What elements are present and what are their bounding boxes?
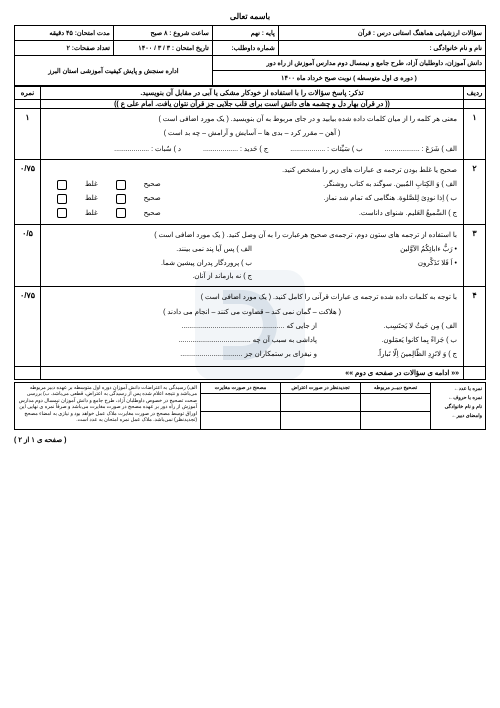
ft-num-lbl: نمره با عدد←: [434, 385, 482, 394]
hdr-org: اداره سنجش و پایش کیفیت آموزشی استان الب…: [15, 56, 213, 86]
q2-b-sahih-box[interactable]: [116, 194, 126, 204]
ft-h1: تصحیح دبیــر مربوطه: [361, 382, 431, 393]
q3-num: ۳: [464, 225, 486, 287]
q2-a: الف ) وَ الکِتابِ المُبین. سوگند به کتاب…: [47, 178, 457, 191]
q4-b-trans: پاداشی به سبب آن چه ....................…: [47, 334, 317, 347]
q2-sahih-lbl3: صحیح: [144, 207, 161, 220]
questions-table: ردیف تذکر: پاسخ سؤالات را با استفاده از …: [14, 86, 486, 380]
ft-sign-lbl2: وامضای دبیر←: [434, 412, 482, 421]
hadith-num: [464, 100, 486, 109]
q1-row: ۱ معنی هر کلمه را از میان کلمات داده شده…: [15, 109, 486, 160]
q4-text: با توجه به کلمات داده شده ترجمه ی عبارات…: [47, 291, 457, 304]
ft-word-lbl: نمره با حروف←: [434, 394, 482, 403]
q2-text: صحیح یا غلط بودن ترجمه ی عبارات های زیر …: [47, 164, 457, 177]
bismillah: باسمه تعالی: [14, 12, 486, 21]
q4-score: ۰/۷۵: [15, 287, 41, 366]
q2-score: ۰/۷۵: [15, 159, 41, 224]
q2-sahih-lbl: صحیح: [144, 178, 161, 191]
q2-a-sahih-box[interactable]: [116, 180, 126, 190]
ft-cell-4: [361, 411, 431, 429]
hdr-candidate: شماره داوطلب:: [212, 41, 278, 56]
q2-c: ج ) السَّمیعُ العَلیم. شنوای داناست. صحی…: [47, 207, 457, 220]
q3-r2a: • اَ فَلا تَذَکَّرون: [252, 257, 457, 270]
q1-opt-c: ج ) حَدید : ..................: [203, 143, 268, 156]
q2-body: صحیح یا غلط بودن ترجمه ی عبارات های زیر …: [41, 159, 464, 224]
footer-table: نمره با عدد← نمره با حروف← نام و نام خان…: [14, 382, 486, 430]
q3-body: با استفاده از ترجمه های ستون دوم، ترجمه‌…: [41, 225, 464, 287]
continue-num: [464, 366, 486, 379]
hdr-grade: پایه : نهم: [212, 26, 278, 41]
q2-b: ب ) اِذا نودِیَ لِلصَّلوة. هنگامی که تما…: [47, 192, 457, 205]
q2-ghalat-lbl2: غلط: [85, 192, 98, 205]
q4-a-arabic: الف ) مِن حَیثُ لا یَحتَسِب.: [317, 320, 457, 333]
q4-a-trans: از جایی که .............................…: [47, 320, 317, 333]
q4-bank: ( هلاکت – گمان نمی کند – قضاوت می کنند –…: [47, 306, 457, 319]
q1-body: معنی هر کلمه را از میان کلمات داده شده ب…: [41, 109, 464, 160]
ft-cell-1: [361, 393, 431, 411]
q2-c-text: ج ) السَّمیعُ العَلیم. شنوای داناست.: [161, 207, 457, 220]
ft-sign-lbl1: نام و نام خانوادگی: [434, 403, 482, 412]
q3-score: ۰/۵: [15, 225, 41, 287]
ft-cell-6: [201, 411, 281, 429]
q2-ghalat-lbl: غلط: [85, 178, 98, 191]
hdr-course: سؤالات ارزشیابی هماهنگ استانی درس : قرآن: [278, 26, 485, 41]
q2-row: ۲ صحیح یا غلط بودن ترجمه ی عبارات های زی…: [15, 159, 486, 224]
ft-h3: مصحح در صورت مغایرت: [201, 382, 281, 393]
q4-b-arabic: ب ) جَزاءً بِما کانوا یَعمَلون.: [317, 334, 457, 347]
ft-note: الف) رسیدگی به اعتراضات دانش آموزان دوره…: [15, 382, 201, 429]
ft-cell-2: [281, 393, 361, 411]
q1-num: ۱: [464, 109, 486, 160]
q2-sahih-lbl2: صحیح: [144, 192, 161, 205]
q1-options: الف ) شَرَعَ : .................. ب ) سَ…: [47, 143, 457, 156]
q3-r3b: ج ) نه بازماند از آنان.: [47, 270, 252, 283]
q2-b-ghalat-box[interactable]: [57, 194, 67, 204]
q3-text: با استفاده از ترجمه های ستون دوم، ترجمه‌…: [47, 229, 457, 242]
q2-a-text: الف ) وَ الکِتابِ المُبین. سوگند به کتاب…: [161, 178, 457, 191]
q4-row: ۴ با توجه به کلمات داده شده ترجمه ی عبار…: [15, 287, 486, 366]
q2-b-text: ب ) اِذا نودِیَ لِلصَّلوة. هنگامی که تما…: [161, 192, 457, 205]
q2-a-ghalat-box[interactable]: [57, 180, 67, 190]
q2-num: ۲: [464, 159, 486, 224]
continue-cell: «« ادامه ی سؤالات در صفحه ی دوم »»: [41, 366, 464, 379]
q3-r2b: ب ) پروردگار پدران پیشین شما.: [47, 257, 252, 270]
page-number: ( صفحه ی ۱ از ۲ ): [14, 436, 486, 444]
ft-h2: تجدیدنظر در صورت اعتراض: [281, 382, 361, 393]
q1-bank: ( آهن – مقرر کرد – بدی ها – آسایش و آرام…: [47, 127, 457, 140]
hadith-cell: (( در قرآن بهار دل و چشمه های دانش است ب…: [41, 100, 464, 109]
ft-cell-5: [281, 411, 361, 429]
q2-c-sahih-box[interactable]: [116, 208, 126, 218]
q4-c-trans: و نیفزای بر ستمکاران جز ................…: [47, 348, 317, 361]
q1-opt-d: د ) سُبات : ..................: [114, 143, 181, 156]
q2-ghalat-lbl3: غلط: [85, 207, 98, 220]
q1-score: ۱: [15, 109, 41, 160]
hadith-score: [15, 100, 41, 109]
col-header-row: ردیف: [464, 87, 486, 100]
page-content: باسمه تعالی سؤالات ارزشیابی هماهنگ استان…: [14, 12, 486, 444]
q4-body: با توجه به کلمات داده شده ترجمه ی عبارات…: [41, 287, 464, 366]
q3-r3a: [252, 270, 457, 283]
q1-text: معنی هر کلمه را از میان کلمات داده شده ب…: [47, 113, 457, 126]
hdr-duration: مدت امتحان: ۴۵ دقیقه: [15, 26, 114, 41]
q4-c-arabic: ج ) وَ لاتَزِدِ الظّالِمینَ اِلّا تَبارا…: [317, 348, 457, 361]
hdr-date: تاریخ امتحان : ۳ / ۳ / ۱۴۰۰: [113, 41, 212, 56]
hdr-pages: تعداد صفحات: ۲: [15, 41, 114, 56]
q1-opt-b: ب ) سَیِّئات : ..................: [290, 143, 362, 156]
q3-r1b: الف ) پس آیا پند نمی بینند.: [47, 243, 252, 256]
hdr-period: ( دوره ی اول متوسطه ) نوبت صبح خرداد ماه…: [212, 71, 485, 86]
q3-r1a: • رَبُّ ءابائِکُمُ الاَوَّلین: [252, 243, 457, 256]
q3-row: ۳ با استفاده از ترجمه های ستون دوم، ترجم…: [15, 225, 486, 287]
header-table: سؤالات ارزشیابی هماهنگ استانی درس : قرآن…: [14, 25, 486, 86]
col-header-score: نمره: [15, 87, 41, 100]
hdr-students: دانش آموزان، داوطلبان آزاد، طرح جامع و ن…: [212, 56, 485, 71]
continue-score: [15, 366, 41, 379]
hdr-name: نام و نام خانوادگی :: [278, 41, 485, 56]
q2-c-ghalat-box[interactable]: [57, 208, 67, 218]
notice-cell: تذکر: پاسخ سؤالات را با استفاده از خودکا…: [41, 87, 464, 100]
hdr-start: ساعت شروع : ۸ صبح: [113, 26, 212, 41]
ft-cell-3: [201, 393, 281, 411]
q4-num: ۴: [464, 287, 486, 366]
q1-opt-a: الف ) شَرَعَ : ..................: [385, 143, 457, 156]
